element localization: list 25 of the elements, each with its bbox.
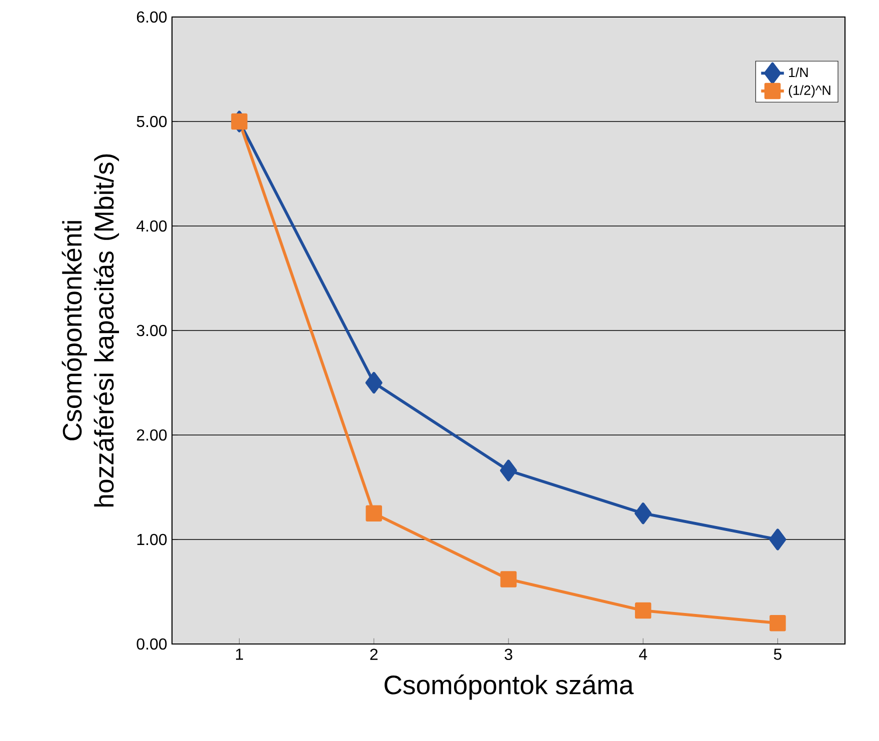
x-axis-title: Csomópontok száma	[384, 674, 634, 700]
point	[366, 505, 382, 522]
x-tick-label: 5	[774, 648, 782, 660]
y-tick-label: 4.00	[136, 220, 167, 232]
y-tick-label: 2.00	[136, 429, 167, 441]
x-tick-label: 1	[236, 648, 243, 660]
x-tick-label: 4	[639, 648, 648, 660]
x-tick-label: 2	[370, 648, 378, 660]
point	[365, 372, 382, 394]
legend-label: (1/2)^N	[788, 85, 830, 98]
point	[769, 528, 786, 550]
y-axis-title: Csomópontonkénti hozzáférési kapacitás (Mbit/s)	[62, 154, 120, 506]
y-tick-label: 3.00	[136, 324, 167, 336]
point	[500, 571, 517, 588]
y-tick-label: 1.00	[137, 534, 167, 546]
point	[231, 113, 248, 130]
y-tick-label: 6.00	[136, 11, 167, 23]
y-tick-label: 0.00	[136, 638, 167, 650]
x-tick-label: 3	[504, 648, 512, 660]
point	[770, 614, 786, 632]
point	[634, 602, 652, 619]
point	[634, 502, 652, 524]
legend-label: 1/N	[789, 67, 808, 78]
y-tick-label: 5.00	[136, 116, 167, 128]
point	[500, 460, 517, 482]
